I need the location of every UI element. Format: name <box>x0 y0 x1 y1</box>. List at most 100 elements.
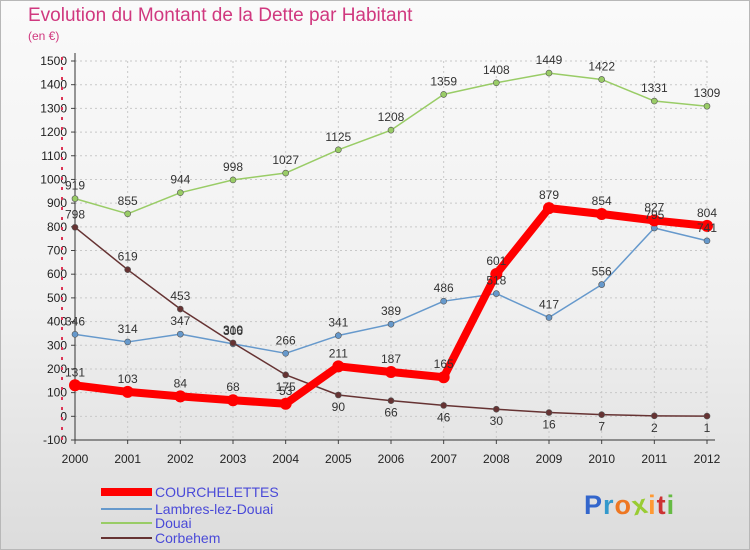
axis-accent-dash <box>61 287 63 290</box>
data-label: 1125 <box>325 130 351 144</box>
data-label: 16 <box>542 418 556 432</box>
data-point <box>440 297 447 305</box>
data-point <box>229 176 237 184</box>
data-label: 389 <box>381 304 401 318</box>
x-tick-label: 2000 <box>62 452 89 466</box>
axis-accent-dash <box>61 417 63 420</box>
y-tick-label: 100 <box>47 386 67 400</box>
axis-accent-dash <box>61 367 63 370</box>
axis-accent-dash <box>61 127 63 130</box>
y-tick-label: 700 <box>47 244 67 258</box>
data-label: 1208 <box>378 110 405 124</box>
data-label: 2 <box>651 421 658 435</box>
y-tick-label: 600 <box>47 267 67 281</box>
data-point <box>282 350 289 357</box>
axis-accent-dash <box>61 317 63 320</box>
data-label: 518 <box>486 274 506 288</box>
axis-accent-dash <box>61 327 63 330</box>
data-point <box>332 360 345 373</box>
data-label: 165 <box>434 357 454 371</box>
x-tick-label: 2009 <box>536 452 563 466</box>
axis-accent-dash <box>61 117 63 120</box>
data-label: 944 <box>170 173 190 187</box>
data-label: 211 <box>329 346 348 360</box>
axis-accent-dash <box>61 97 63 100</box>
legend: COURCHELETTESLambres-lez-DouaiDouaiCorbe… <box>101 484 279 546</box>
axis-accent-dash <box>61 157 63 160</box>
axis-accent-dash <box>61 427 63 430</box>
data-label: 827 <box>644 200 664 214</box>
data-label: 1309 <box>694 86 721 100</box>
axis-accent-dash <box>61 227 63 230</box>
data-point <box>385 366 397 379</box>
data-label: 486 <box>434 281 454 295</box>
axis-accent-dash <box>61 57 63 60</box>
axes: -100010020030040050060070080090010001100… <box>40 53 721 466</box>
data-label: 1449 <box>536 53 563 67</box>
axis-accent-dash <box>61 297 63 300</box>
data-point <box>124 210 131 218</box>
data-point <box>227 394 239 407</box>
data-label: 1408 <box>483 63 510 77</box>
x-tick-label: 2005 <box>325 452 352 466</box>
series-layer <box>69 69 713 420</box>
data-label: 417 <box>539 298 559 312</box>
y-tick-label: 1400 <box>40 78 67 92</box>
x-tick-label: 2012 <box>694 452 721 466</box>
data-label: 619 <box>118 250 138 264</box>
data-label: 7 <box>598 420 605 434</box>
data-point <box>703 237 711 245</box>
data-label: 175 <box>276 380 296 394</box>
data-point <box>703 412 711 420</box>
axis-accent-dash <box>61 197 63 200</box>
data-label: 306 <box>223 324 243 338</box>
axis-accent-dash <box>61 67 63 70</box>
data-point <box>335 332 342 339</box>
x-tick-label: 2001 <box>114 452 141 466</box>
data-label: 1422 <box>588 59 615 73</box>
logo-letter: o <box>614 490 633 520</box>
axis-accent-dash <box>61 267 63 270</box>
data-point <box>598 281 605 288</box>
x-tick-label: 2006 <box>378 452 405 466</box>
data-label: 1 <box>704 421 711 435</box>
axis-accent-dash <box>61 137 63 140</box>
data-label: 879 <box>539 188 559 202</box>
data-point <box>437 371 450 384</box>
axis-accent-dash <box>61 397 63 400</box>
data-label: 90 <box>332 400 346 414</box>
data-point <box>279 397 292 410</box>
data-point <box>701 219 713 232</box>
data-point <box>335 391 342 399</box>
logo-letter: i <box>648 490 657 520</box>
y-tick-label: 200 <box>47 362 67 376</box>
axis-accent-dash <box>61 257 63 260</box>
x-tick-label: 2008 <box>483 452 510 466</box>
data-label: 854 <box>592 194 612 208</box>
data-label: 804 <box>697 206 717 220</box>
data-label: 347 <box>170 314 190 328</box>
data-label: 84 <box>174 376 188 390</box>
data-point <box>69 379 81 392</box>
data-point <box>545 69 553 77</box>
x-tick-label: 2011 <box>641 452 667 466</box>
data-point <box>598 411 605 418</box>
data-point <box>595 208 608 221</box>
axis-accent-dash <box>61 107 63 110</box>
data-label: 741 <box>697 221 717 235</box>
axis-accent-dash <box>61 387 63 390</box>
data-point <box>229 339 237 347</box>
logo-letter: P <box>584 490 604 520</box>
data-point <box>543 202 555 215</box>
data-label: 66 <box>384 406 398 420</box>
data-point <box>335 146 342 154</box>
data-point <box>282 371 289 379</box>
axis-accent-dash <box>61 337 63 340</box>
axis-accent-dash <box>61 167 63 170</box>
x-tick-label: 2010 <box>588 452 615 466</box>
data-label: 341 <box>328 316 348 330</box>
y-tick-label: 1300 <box>40 101 67 115</box>
data-point <box>703 102 711 110</box>
